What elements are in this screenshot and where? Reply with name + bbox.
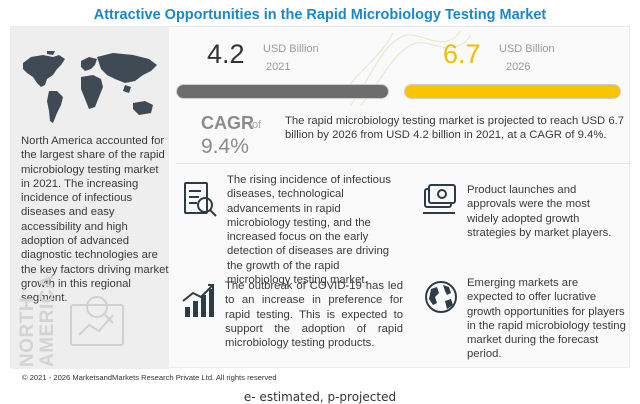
end-value-bar xyxy=(404,84,621,99)
driver-text-3: Product launches and approvals were the … xyxy=(467,184,612,239)
world-map-icon xyxy=(23,51,157,123)
watermark-north: NORTH xyxy=(17,296,38,367)
end-market-value: 6.7 xyxy=(443,39,481,69)
start-market-year: 2021 xyxy=(266,61,291,73)
cagr-description: The rapid microbiology testing market is… xyxy=(285,115,625,141)
cagr-value: 9.4% xyxy=(201,135,249,158)
end-market-year: 2026 xyxy=(506,61,531,73)
end-market-unit: USD Billion xyxy=(499,43,555,55)
product-launch-icon xyxy=(423,184,456,214)
growth-chart-icon xyxy=(182,284,214,317)
driver-text-2: The outbreak of COVID-19 has led to an i… xyxy=(225,280,403,350)
driver-text-4: Emerging markets are expected to offer l… xyxy=(467,277,626,361)
end-value-bar-fill xyxy=(405,85,620,98)
start-value-bar-fill xyxy=(177,85,388,98)
region-panel: North America accounted for the largest … xyxy=(11,27,169,369)
section-divider xyxy=(176,163,631,164)
region-summary-text: North America accounted for the largest … xyxy=(21,135,169,305)
infographic-panel: North America accounted for the largest … xyxy=(10,26,631,369)
cagr-label: CAGR xyxy=(201,113,254,133)
analytics-chart-icon xyxy=(70,296,124,346)
global-markets-icon xyxy=(425,281,457,313)
driver-text-1: The rising incidence of infectious disea… xyxy=(227,174,391,287)
start-value-bar xyxy=(176,84,389,99)
research-document-icon xyxy=(184,182,217,217)
footnote-text: e- estimated, p-projected xyxy=(243,390,397,404)
start-market-unit: USD Billion xyxy=(263,43,319,55)
copyright-text: © 2021 - 2026 MarketsandMarkets Research… xyxy=(22,373,277,382)
start-market-value: 4.2 xyxy=(207,39,245,69)
page-title: Attractive Opportunities in the Rapid Mi… xyxy=(93,7,547,23)
cagr-of-label: of xyxy=(252,119,262,131)
